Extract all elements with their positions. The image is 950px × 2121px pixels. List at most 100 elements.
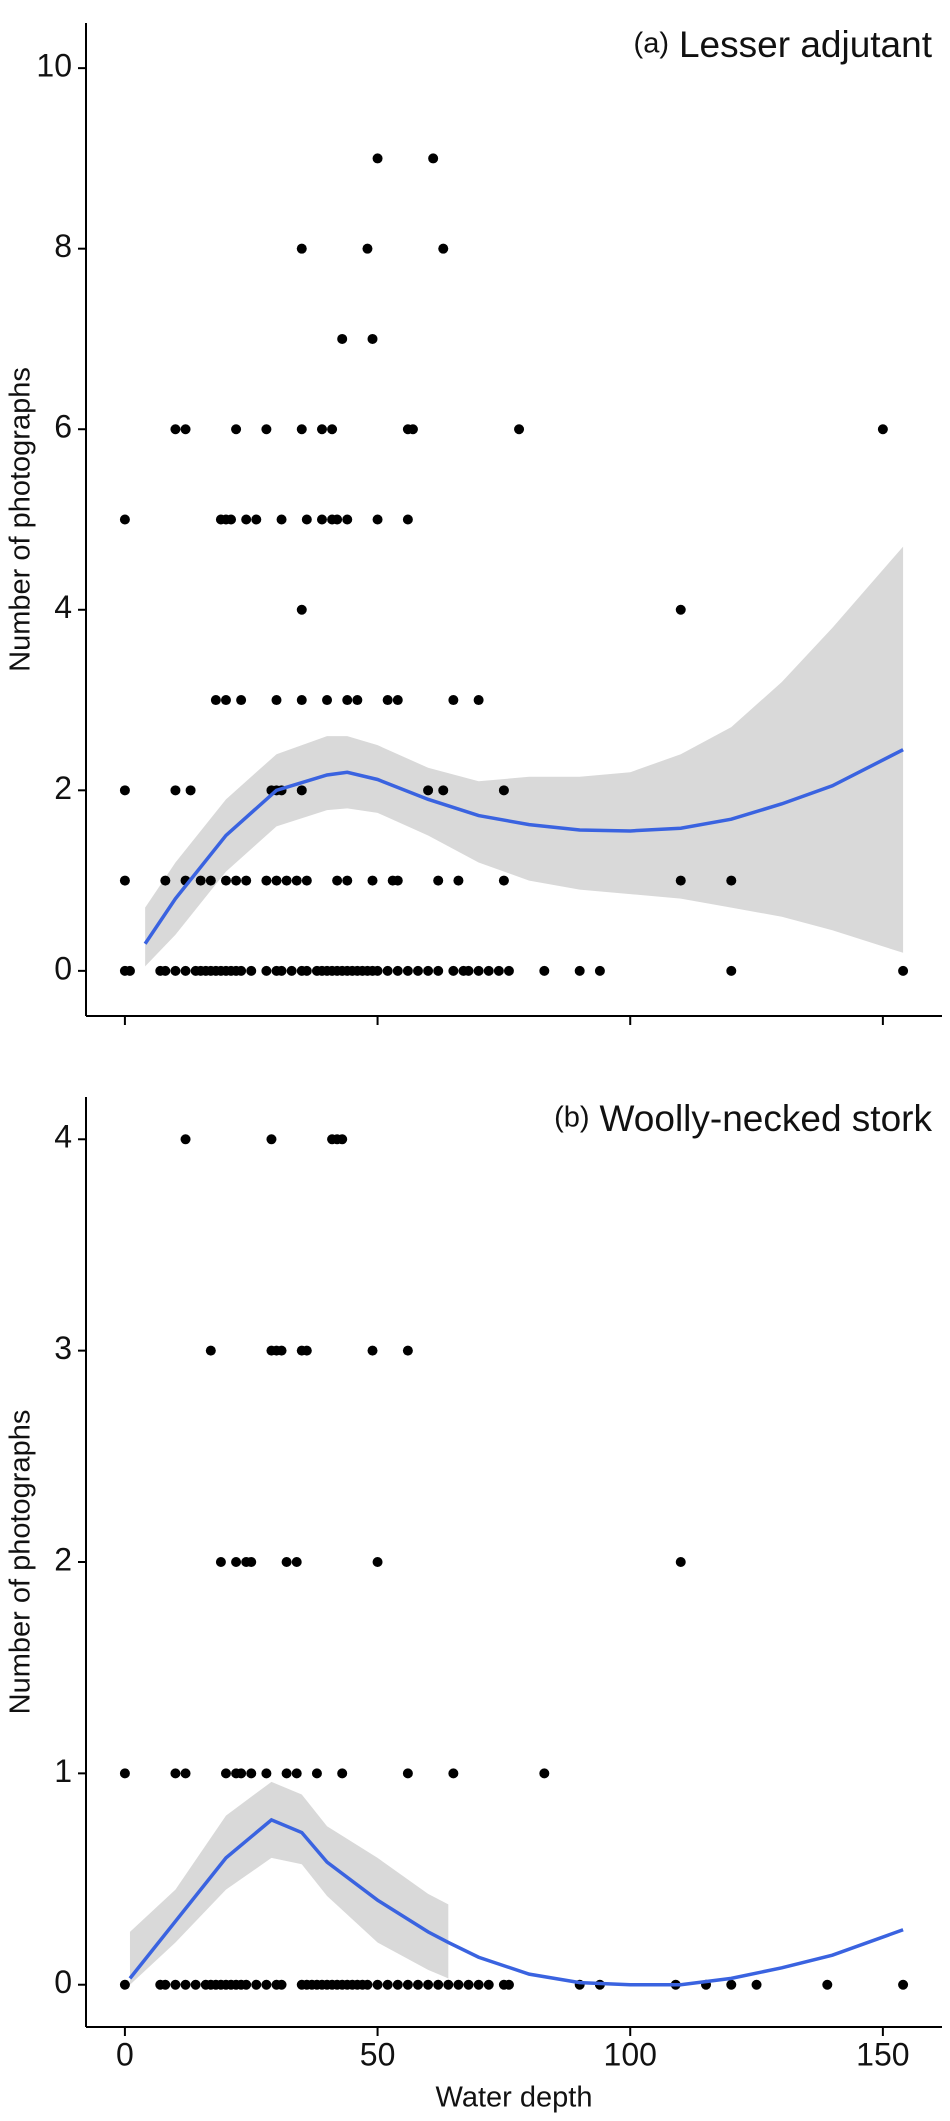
point	[195, 875, 206, 886]
point	[241, 1979, 252, 1990]
point	[266, 1134, 277, 1145]
point	[180, 424, 191, 435]
point	[362, 1979, 373, 1990]
point	[342, 695, 353, 706]
point	[311, 1768, 322, 1779]
point	[210, 695, 221, 706]
y-axis-title: Number of photographs	[5, 1410, 37, 1715]
point	[180, 965, 191, 976]
point	[503, 1979, 514, 1990]
point	[473, 965, 484, 976]
point	[412, 1979, 423, 1990]
point	[291, 1557, 302, 1567]
point	[498, 875, 509, 886]
point	[271, 695, 282, 706]
point	[402, 1345, 413, 1356]
point	[726, 875, 737, 886]
point	[276, 1979, 287, 1990]
point	[246, 1557, 257, 1567]
point	[316, 514, 327, 525]
point	[271, 875, 282, 886]
point	[463, 965, 474, 976]
y-tick-label: 0	[54, 950, 72, 986]
y-tick-label: 4	[54, 1119, 72, 1155]
point	[291, 1768, 302, 1779]
point	[251, 514, 262, 525]
point	[372, 1979, 383, 1990]
point	[675, 604, 686, 615]
point	[448, 965, 459, 976]
point	[170, 424, 181, 435]
point	[276, 965, 287, 976]
point	[180, 1768, 191, 1779]
y-axis-title: Number of photographs	[5, 367, 37, 672]
point	[402, 514, 413, 525]
point	[751, 1979, 762, 1990]
point	[877, 424, 888, 435]
point	[286, 965, 297, 976]
point	[296, 604, 307, 615]
point	[170, 1768, 181, 1779]
point	[438, 243, 449, 254]
point	[236, 695, 247, 706]
point	[675, 875, 686, 886]
point	[594, 965, 605, 976]
point	[433, 875, 444, 886]
x-tick-label: 50	[360, 2036, 396, 2072]
panel-title: Woolly-necked stork	[600, 1098, 933, 1139]
point	[433, 965, 444, 976]
point	[276, 1345, 287, 1356]
point	[362, 243, 373, 254]
point	[337, 1768, 348, 1779]
point	[281, 1557, 292, 1567]
point	[367, 333, 378, 344]
panel-label: (b)	[554, 1102, 589, 1134]
point	[246, 965, 257, 976]
point	[119, 1979, 130, 1990]
point	[443, 1979, 454, 1990]
point	[337, 1134, 348, 1145]
point	[402, 965, 413, 976]
y-tick-label: 10	[36, 48, 72, 84]
point	[337, 333, 348, 344]
point	[185, 785, 196, 796]
point	[231, 875, 242, 886]
point	[119, 1768, 130, 1779]
y-tick-label: 2	[54, 770, 72, 806]
point	[296, 424, 307, 435]
point	[170, 1979, 181, 1990]
point	[392, 695, 403, 706]
y-tick-label: 6	[54, 409, 72, 445]
point	[251, 1979, 262, 1990]
point	[438, 785, 449, 796]
point	[322, 695, 333, 706]
point	[453, 875, 464, 886]
point	[822, 1979, 833, 1990]
confidence-band	[145, 546, 904, 967]
point	[281, 875, 292, 886]
point	[539, 965, 550, 976]
x-tick-label: 0	[116, 2036, 134, 2072]
point	[539, 1768, 550, 1779]
point	[180, 1979, 191, 1990]
point	[392, 875, 403, 886]
point	[332, 514, 343, 525]
point	[675, 1557, 686, 1567]
point	[215, 1557, 226, 1567]
point	[241, 514, 252, 525]
point	[261, 875, 272, 886]
point	[226, 514, 237, 525]
point	[190, 1979, 201, 1990]
point	[407, 424, 418, 435]
point	[382, 1979, 393, 1990]
panel-label: (a)	[634, 28, 669, 60]
point	[220, 1768, 231, 1779]
point	[332, 875, 343, 886]
point	[301, 1345, 312, 1356]
point	[261, 424, 272, 435]
point	[372, 153, 383, 164]
point	[726, 1979, 737, 1990]
point	[301, 875, 312, 886]
confidence-band	[129, 1781, 449, 1985]
